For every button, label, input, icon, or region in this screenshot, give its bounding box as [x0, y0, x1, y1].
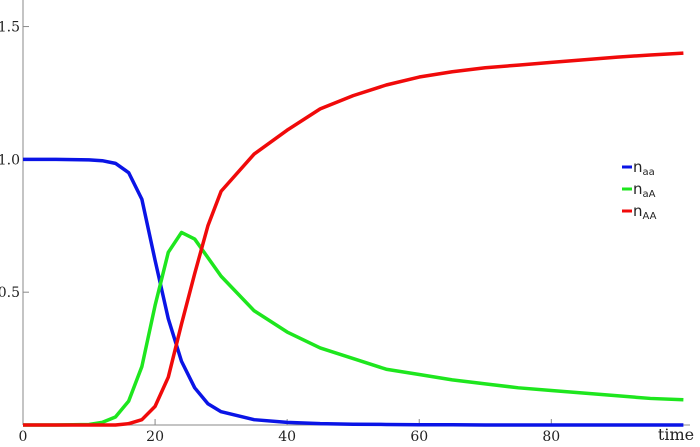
x-tick-label: 40: [278, 429, 296, 445]
y-tick-label: 1.5: [0, 20, 20, 36]
legend-label: nAA: [633, 202, 657, 222]
y-tick-label: 1.0: [0, 152, 20, 168]
series-line: [23, 157, 684, 427]
series-line: [23, 230, 684, 427]
legend-label: naA: [633, 180, 656, 200]
x-axis-label: time: [658, 425, 694, 444]
x-tick-label: 60: [410, 429, 428, 445]
series-line: [23, 51, 684, 427]
y-tick-label: 0.5: [0, 285, 20, 301]
x-tick-label: 20: [146, 429, 164, 445]
legend-label: naa: [633, 158, 655, 178]
x-tick-label: 80: [542, 429, 560, 445]
x-tick-label: 0: [19, 429, 28, 445]
